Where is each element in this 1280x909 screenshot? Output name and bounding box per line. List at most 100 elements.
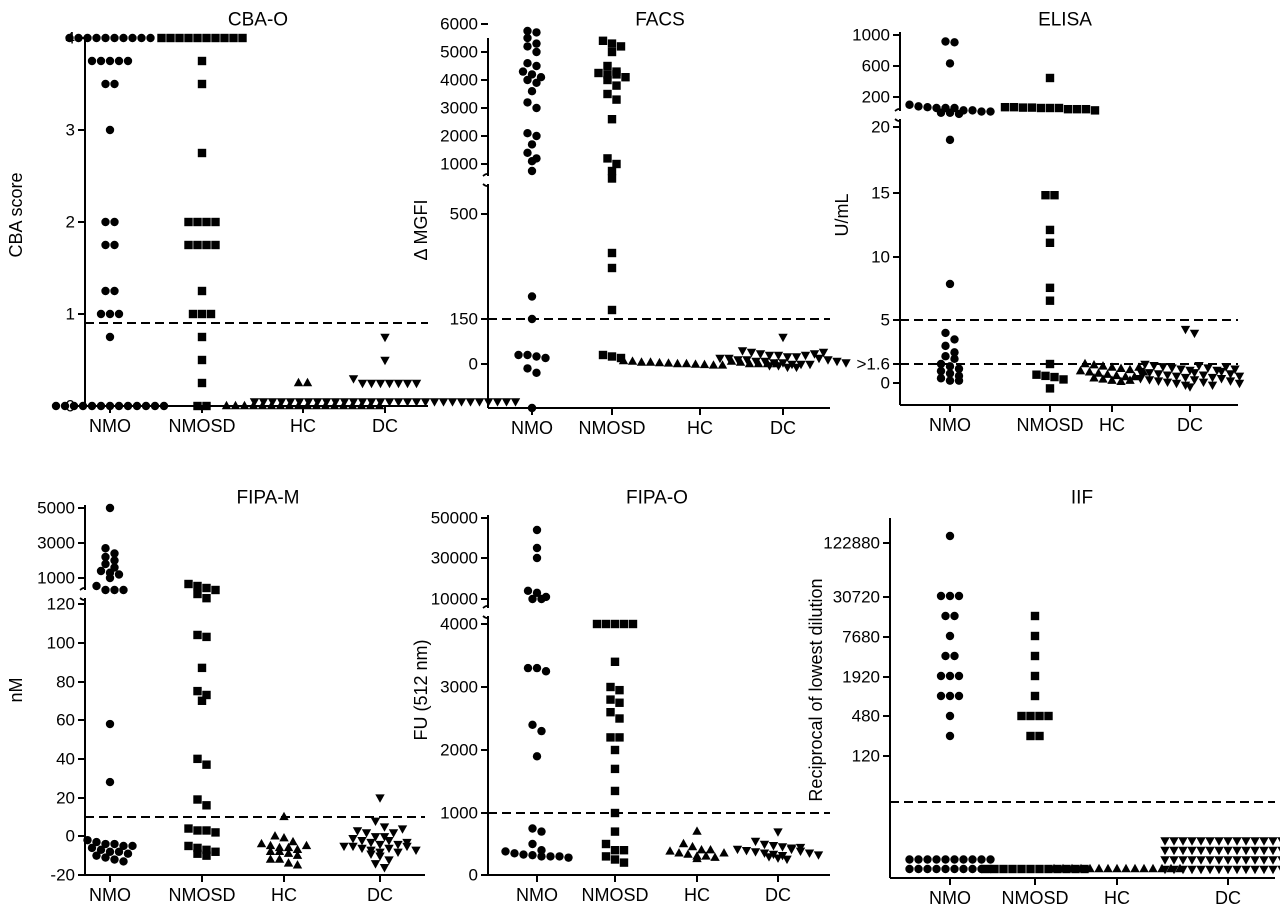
data-point-nmosd (229, 33, 238, 43)
data-point-nmo (119, 585, 128, 595)
data-point-negative-dc (1187, 856, 1197, 865)
panel-facs: FACS Δ MGFI 0 150 500 1000 2000 3000 4000 5000 600… (411, 10, 851, 438)
data-point-nmo (945, 362, 955, 371)
data-point-nmosd (184, 841, 193, 851)
data-point-dc (361, 829, 372, 838)
data-point-nmo (941, 37, 950, 46)
data-point-nmo (532, 553, 542, 563)
data-point-negative-dc (1250, 856, 1260, 865)
data-point-nmosd (202, 760, 211, 769)
data-point-dc (1225, 370, 1236, 379)
data-point-nmo (941, 328, 950, 338)
data-point-nmosd (603, 61, 612, 71)
data-point-dc (750, 837, 761, 847)
data-point-negative-dc (1223, 846, 1233, 856)
data-point-dc (732, 845, 743, 855)
data-point-nmo (119, 857, 128, 866)
data-point-dc (813, 851, 824, 860)
data-point-nmo (541, 667, 551, 676)
data-point-nmosd (1072, 104, 1082, 114)
data-point-nmo (945, 376, 955, 385)
data-point-nmosd (238, 33, 247, 43)
y-tick-label: 80 (56, 673, 75, 692)
data-point-nmo (105, 332, 115, 342)
x-tick-label: DC (1177, 415, 1203, 435)
data-point-negative-nmo (959, 855, 968, 864)
data-point-negative-dc (1160, 837, 1170, 846)
data-point-dc (715, 354, 725, 364)
data-point-nmosd (1030, 651, 1040, 661)
data-point-negative-dc (1241, 837, 1251, 846)
data-point-dc (388, 829, 399, 838)
y-axis-label: U/mL (832, 193, 852, 236)
y-tick-label: 1920 (842, 668, 880, 687)
data-point-dc (764, 351, 775, 361)
data-point-hc (265, 840, 276, 850)
data-point-nmosd (202, 801, 211, 810)
data-point-nmosd (193, 401, 202, 411)
data-point-nmo (110, 855, 119, 864)
data-point-nmosd (193, 849, 202, 858)
x-tick-label: DC (770, 418, 796, 438)
data-point-hc (356, 400, 367, 410)
data-point-nmo (123, 56, 133, 66)
data-point-nmo (92, 837, 101, 847)
data-point-nmosd (610, 786, 620, 796)
data-point-nmo (532, 543, 542, 553)
data-point-negative-nmosd (1035, 864, 1044, 874)
data-point-nmosd (1017, 711, 1026, 721)
data-point-nmosd (1059, 375, 1068, 384)
data-point-hc (302, 377, 313, 387)
data-point-dc (321, 398, 332, 407)
data-point-nmosd (184, 240, 193, 250)
data-point-dc (1140, 360, 1150, 370)
data-point-nmosd (1026, 711, 1035, 721)
data-point-dc (832, 357, 842, 367)
data-point-dc (375, 852, 385, 861)
y-tick-label: 500 (450, 205, 478, 224)
data-point-nmosd (1000, 102, 1010, 112)
data-point-negative-dc (1160, 846, 1170, 856)
data-point-hc (681, 358, 692, 368)
data-point-nmosd (202, 217, 211, 227)
data-point-nmo (532, 131, 541, 141)
y-tick-label: 1000 (852, 26, 890, 45)
data-point-nmo (527, 166, 537, 176)
x-tick-label: NMOSD (169, 416, 236, 436)
data-point-negative-nmo (932, 864, 941, 874)
data-point-hc (636, 357, 647, 366)
data-point-nmosd (607, 248, 617, 258)
x-tick-label: NMO (511, 418, 553, 438)
data-point-nmosd (202, 690, 211, 700)
data-point-nmo (101, 585, 110, 595)
data-point-nmosd (193, 795, 202, 804)
data-point-nmosd (1044, 711, 1053, 721)
data-point-nmo (101, 559, 110, 569)
data-point-negative-nmo (968, 855, 977, 864)
y-tick-label: 10 (871, 248, 890, 267)
data-point-hc (248, 400, 259, 410)
data-point-dc (737, 347, 748, 356)
data-point-nmosd (193, 33, 202, 43)
data-point-nmosd (220, 33, 229, 43)
y-tick-label: 10000 (431, 590, 478, 609)
data-point-dc (759, 840, 770, 850)
y-tick-label: 480 (852, 707, 880, 726)
data-point-negative-dc (1268, 856, 1278, 865)
y-tick-label: 122880 (823, 534, 880, 553)
data-point-nmosd (615, 733, 624, 742)
data-point-nmo (954, 109, 964, 119)
y-axis-label: CBA score (6, 172, 26, 257)
data-point-dc (402, 398, 413, 407)
data-point-hc (1111, 370, 1122, 380)
data-point-nmosd (202, 240, 211, 250)
data-point-nmosd (197, 332, 207, 342)
data-point-nmosd (197, 663, 207, 673)
data-point-hc (292, 850, 303, 859)
data-point-nmo (528, 839, 537, 849)
data-point-nmo (101, 544, 110, 553)
data-point-negative-dc (1196, 837, 1206, 846)
data-point-nmosd (592, 619, 602, 629)
data-point-dc (750, 848, 761, 857)
data-point-negative-dc (1178, 856, 1188, 865)
